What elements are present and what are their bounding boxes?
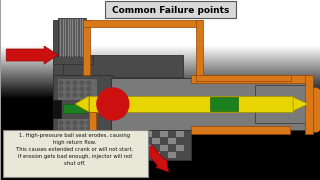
Bar [57,78,97,100]
Bar [144,145,152,151]
Bar [53,56,93,64]
FancyBboxPatch shape [105,1,236,18]
Circle shape [59,81,63,85]
Bar [53,100,61,118]
Bar [109,139,116,144]
Circle shape [73,87,77,91]
Bar [128,145,136,151]
Circle shape [73,81,77,85]
Bar [176,145,184,151]
Bar [190,75,310,83]
Circle shape [80,87,84,91]
Bar [255,85,310,123]
Circle shape [66,93,70,97]
Circle shape [87,93,91,97]
Bar [101,138,131,152]
Circle shape [66,133,70,137]
Bar [63,55,182,77]
FancyArrow shape [6,46,58,64]
Bar [89,96,293,112]
Bar [58,18,86,58]
Circle shape [59,127,63,131]
Bar [211,97,238,111]
Bar [190,126,290,134]
Bar [144,131,152,137]
Bar [116,139,123,144]
Circle shape [87,81,91,85]
Bar [53,20,63,140]
Bar [160,145,168,151]
Circle shape [59,133,63,137]
Bar [57,118,97,140]
Circle shape [80,121,84,125]
Circle shape [59,87,63,91]
Circle shape [66,121,70,125]
Bar [152,152,160,158]
Circle shape [73,133,77,137]
Bar [128,131,136,137]
Bar [196,20,204,82]
Circle shape [66,81,70,85]
Circle shape [87,87,91,91]
Bar [83,20,203,27]
Circle shape [66,127,70,131]
FancyBboxPatch shape [3,129,148,177]
Bar [168,152,176,158]
Polygon shape [75,96,89,112]
Bar [111,130,190,160]
Circle shape [73,121,77,125]
Circle shape [87,127,91,131]
Text: Common Failure points: Common Failure points [112,6,229,15]
Bar [120,138,128,144]
Circle shape [80,133,84,137]
Bar [53,75,113,140]
Polygon shape [293,97,308,111]
Circle shape [66,87,70,91]
Bar [136,152,144,158]
Circle shape [80,93,84,97]
Bar [102,145,109,150]
Circle shape [59,93,63,97]
Bar [102,139,109,144]
Bar [111,78,305,130]
Ellipse shape [307,87,320,132]
Circle shape [87,133,91,137]
Text: 1. High-pressure ball seat erodes, causing
high return flow.
This causes extende: 1. High-pressure ball seat erodes, causi… [16,133,134,166]
Bar [112,145,120,151]
Bar [123,145,130,150]
Circle shape [80,127,84,131]
Circle shape [73,127,77,131]
Bar [152,138,160,144]
Circle shape [97,88,129,120]
Bar [112,131,120,137]
Bar [89,112,96,138]
Bar [89,130,114,138]
Bar [83,20,90,75]
FancyArrow shape [145,145,169,172]
Bar [196,75,291,81]
Bar [176,131,184,137]
Bar [305,75,313,134]
Bar [123,139,130,144]
Bar [136,138,144,144]
Circle shape [59,121,63,125]
Bar [160,131,168,137]
Bar [63,104,85,113]
Circle shape [73,93,77,97]
Circle shape [80,81,84,85]
Bar [109,145,116,150]
Bar [120,152,128,158]
Bar [168,138,176,144]
Bar [116,145,123,150]
Circle shape [87,121,91,125]
